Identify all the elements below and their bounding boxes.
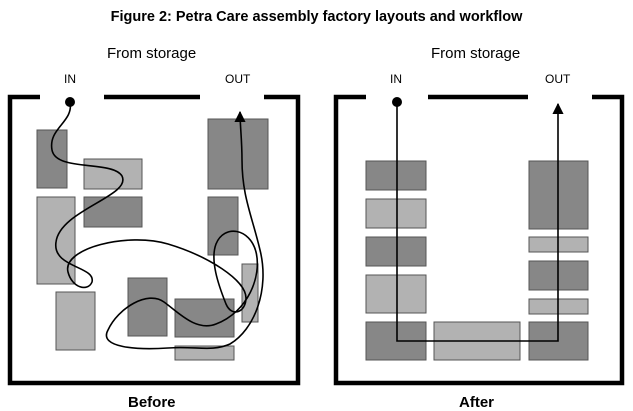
before-block-light-3	[55, 291, 96, 351]
before-block-dark-2	[83, 196, 143, 228]
before-wall-left-top	[7, 94, 301, 386]
after-block-left-1	[365, 160, 427, 191]
before-block-dark-5	[207, 118, 269, 190]
after-block-left-2	[365, 198, 427, 229]
after-workflow-path	[396, 102, 564, 342]
before-block-light-1	[83, 158, 143, 190]
before-block-dark-6	[207, 196, 239, 256]
after-in-label: IN	[390, 72, 402, 86]
before-caption: Before	[128, 394, 176, 411]
before-block-dark-3	[127, 277, 168, 337]
after-in-point	[392, 97, 402, 107]
before-workflow-path	[50, 101, 264, 350]
after-caption: After	[459, 394, 495, 411]
before-in-point	[65, 97, 75, 107]
before-out-label: OUT	[225, 72, 251, 86]
before-block-light-4	[174, 345, 235, 361]
after-storage-label: From storage	[431, 45, 521, 62]
figure-title: Figure 2: Petra Care assembly factory la…	[110, 9, 523, 25]
after-factory-panel	[333, 94, 625, 386]
after-wall-left	[333, 94, 625, 386]
after-block-left-4	[365, 274, 427, 314]
after-out-label: OUT	[545, 72, 571, 86]
after-block-left-3	[365, 236, 427, 267]
before-factory-panel	[7, 94, 301, 386]
before-storage-label: From storage	[107, 45, 197, 62]
before-in-label: IN	[64, 72, 76, 86]
